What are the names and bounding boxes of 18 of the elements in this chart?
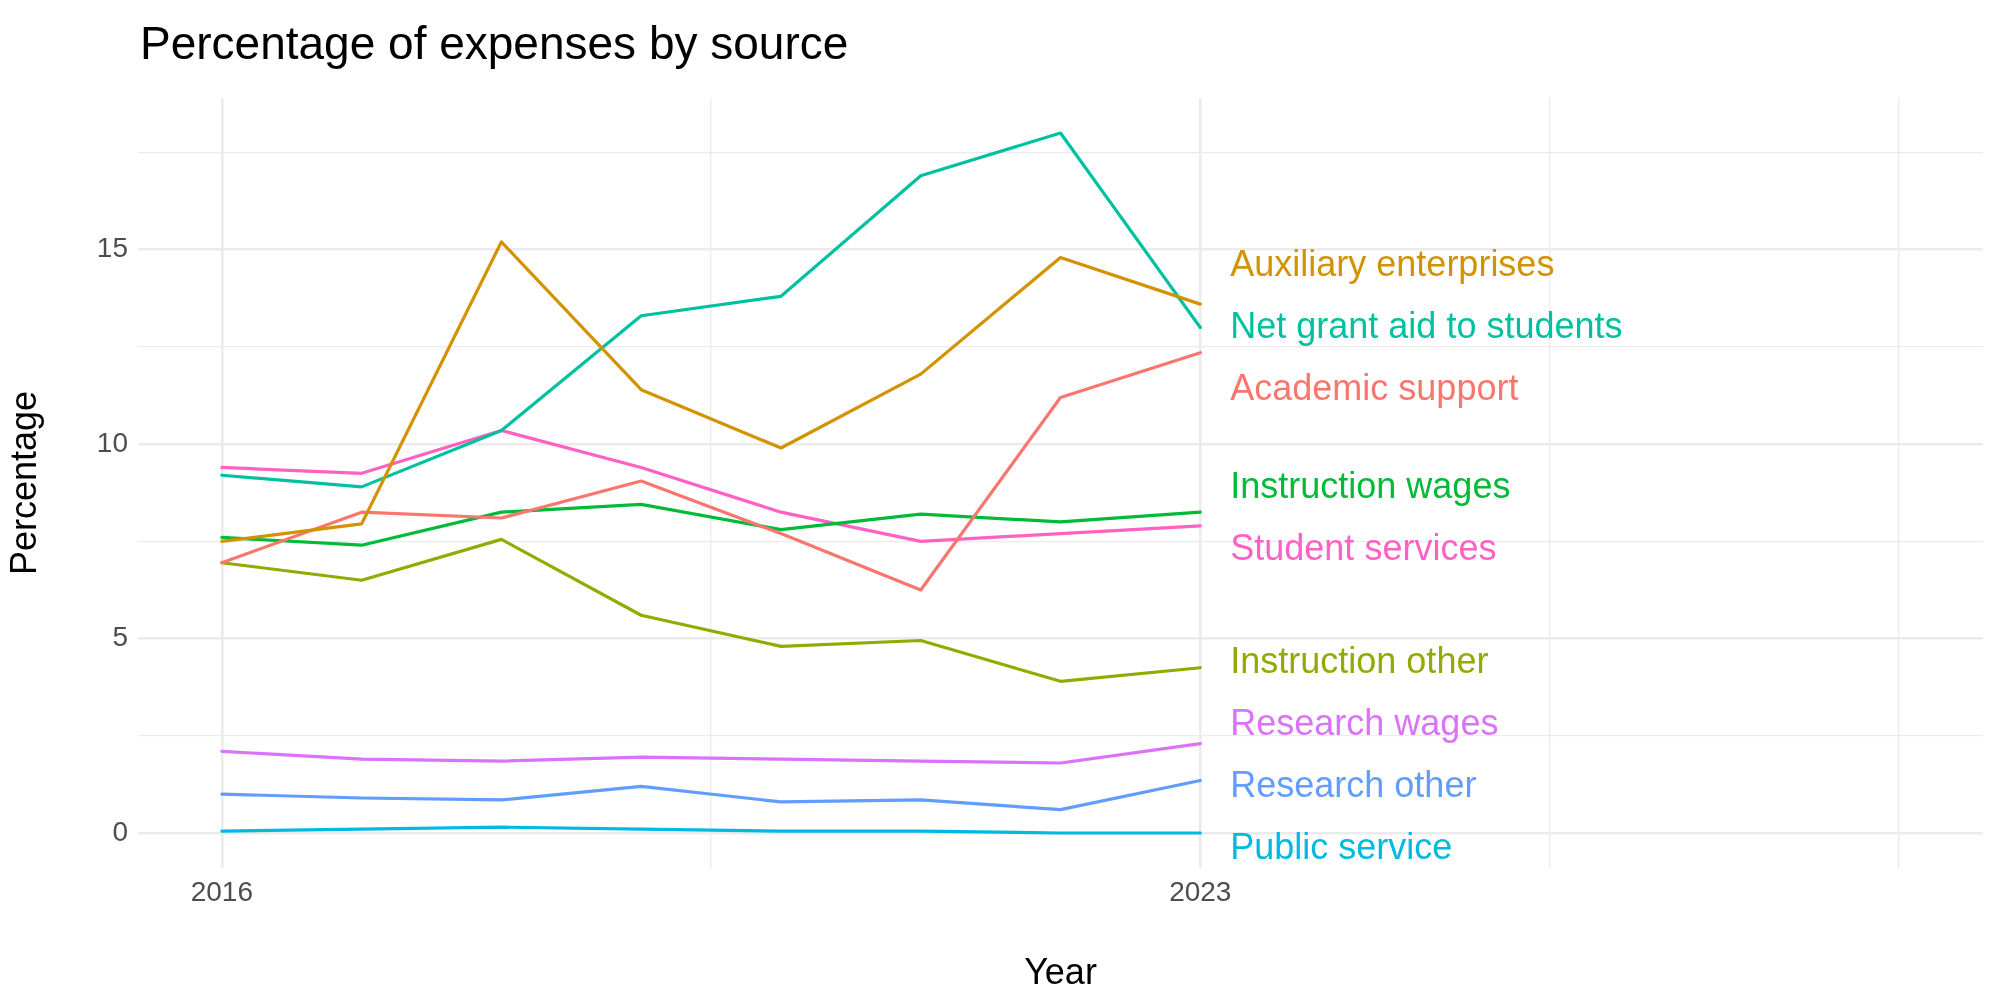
x-tick-label: 2016 [190,875,254,907]
y-tick-label: 5 [112,621,128,653]
series-label: Instruction wages [1230,464,1511,506]
series-label: Research other [1230,764,1477,806]
series-label: Public service [1230,826,1453,868]
y-tick-label: 10 [96,426,128,458]
series-label: Instruction other [1230,640,1489,682]
series-label: Net grant aid to students [1230,305,1623,347]
series-label: Student services [1230,526,1497,568]
y-tick-label: 0 [112,815,128,847]
x-tick-label: 2023 [1169,875,1232,907]
y-axis-title: Percentage [2,390,44,576]
y-tick-label: 15 [96,232,128,264]
series-label: Auxiliary enterprises [1230,243,1555,285]
series-label: Academic support [1230,367,1519,409]
series-label: Research wages [1230,702,1499,744]
x-axis-title: Year [1024,951,1097,993]
chart-title: Percentage of expenses by source [140,16,849,69]
